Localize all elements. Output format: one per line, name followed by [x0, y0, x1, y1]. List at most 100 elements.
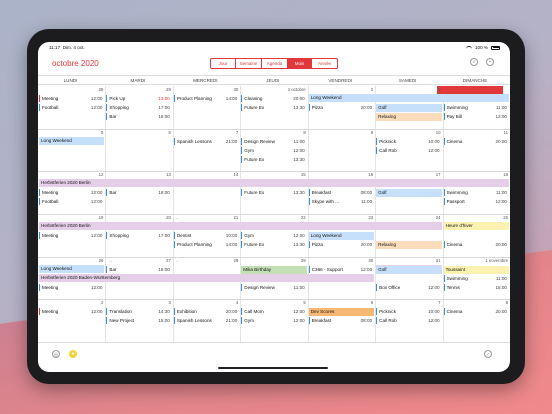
day-number[interactable]: 3 — [438, 87, 441, 92]
day-number[interactable]: 9 — [370, 129, 374, 135]
event-item[interactable]: Pizza 20:00 — [308, 241, 374, 248]
day-number[interactable]: 4 — [235, 300, 239, 306]
event-item[interactable]: Relaxing — [376, 241, 442, 249]
event-item[interactable]: Toussaint — [443, 265, 509, 274]
event-item[interactable]: Future Ex 13:30 — [241, 155, 306, 163]
event-item[interactable]: Relaxing — [376, 113, 442, 121]
day-number[interactable]: 20 — [166, 215, 171, 220]
day-number[interactable]: 28 — [233, 257, 239, 263]
event-item[interactable]: Product Planning 14:00 — [173, 95, 239, 102]
day-number[interactable]: 2 — [101, 300, 104, 306]
event-item[interactable]: Call Rob 12:00 — [376, 317, 441, 325]
event-item[interactable]: Pick Up 13:00 — [106, 95, 171, 102]
add-icon[interactable]: + — [486, 58, 494, 66]
view-tab-2[interactable]: Agenda — [261, 59, 287, 68]
event-item[interactable]: Shopping 17:00 — [106, 104, 171, 111]
event-item[interactable]: Meeting 12:00 — [39, 232, 104, 239]
all-day-bar[interactable]: Herbstferien 2020 Berlin — [39, 179, 509, 188]
event-item[interactable]: Call Rob 12:00 — [376, 146, 441, 154]
event-item[interactable]: Pizza 20:00 — [308, 104, 374, 111]
day-number[interactable]: 16 — [368, 172, 374, 178]
day-number[interactable]: 1 octobre — [287, 87, 306, 92]
event-item[interactable]: Meeting 12:00 — [39, 189, 104, 197]
day-number[interactable]: 11 — [503, 129, 508, 135]
view-tab-0[interactable]: Jour — [218, 61, 228, 66]
event-item[interactable]: Cleaning 20:00 — [241, 95, 306, 102]
event-item[interactable]: Translation 14:30 — [106, 308, 171, 316]
day-number[interactable]: 15 — [300, 172, 306, 178]
day-number[interactable]: 30 — [368, 257, 374, 263]
event-item[interactable]: Cinema 20:00 — [443, 308, 509, 316]
event-item[interactable]: Dev Scores — [308, 308, 375, 317]
event-item[interactable]: Spanish Lessons 21:00 — [173, 137, 239, 145]
event-item[interactable]: Skype with ... 11:00 — [308, 198, 374, 206]
event-item[interactable]: Future Ex 13:30 — [241, 104, 306, 111]
more-indicator[interactable]: ... — [108, 257, 113, 263]
event-item[interactable]: Future Ex 13:30 — [241, 241, 306, 248]
day-number[interactable]: 25 — [503, 215, 508, 220]
event-item[interactable]: Gym 12:00 — [241, 232, 306, 239]
event-item[interactable]: Product Planning 14:00 — [173, 241, 239, 248]
event-item[interactable]: C366 - Support 12:00 — [308, 265, 374, 273]
day-number[interactable]: 30 — [233, 87, 239, 92]
calendars-icon[interactable]: ◎ — [52, 350, 60, 358]
day-number[interactable]: 5 — [101, 129, 104, 135]
all-day-bar[interactable]: Long Weekend — [39, 264, 105, 273]
event-item[interactable]: Design Review 11:00 — [241, 137, 306, 145]
event-item[interactable]: Football 12:00 — [39, 104, 104, 111]
event-item[interactable]: Football 12:00 — [39, 198, 104, 206]
event-item[interactable]: Swimming 11:00 — [443, 189, 509, 197]
event-item[interactable]: Golf — [376, 265, 442, 274]
event-item[interactable]: Golf — [376, 104, 442, 112]
event-item[interactable]: Bar 18:00 — [106, 265, 171, 273]
event-item[interactable]: Swimming 11:00 — [443, 104, 509, 111]
day-number[interactable]: 7 — [438, 300, 441, 306]
day-number[interactable]: 10 — [435, 129, 441, 135]
all-day-bar[interactable]: Long Weekend — [308, 94, 509, 102]
day-number[interactable]: 17 — [435, 172, 441, 178]
event-item[interactable]: Picknick 10:00 — [376, 137, 441, 145]
day-number[interactable]: 28 — [98, 87, 104, 92]
day-number[interactable]: 18 — [503, 172, 508, 178]
tasks-check-icon[interactable]: ✓ — [484, 350, 492, 358]
event-item[interactable]: Tennis 15:00 — [443, 283, 509, 291]
view-tab-4[interactable]: Année — [311, 59, 337, 68]
view-tab-3[interactable]: Mois — [287, 59, 311, 68]
day-number[interactable]: 22 — [300, 215, 306, 220]
event-item[interactable]: Gym 12:00 — [241, 146, 306, 154]
event-item[interactable]: Passport 12:00 — [443, 198, 509, 206]
event-item[interactable]: Shopping 17:00 — [106, 232, 171, 239]
all-day-bar[interactable]: Herbstferien 2020 Baden-Württemberg — [39, 273, 375, 282]
more-indicator[interactable]: ... — [175, 215, 180, 220]
day-number[interactable]: 8 — [303, 129, 306, 135]
event-item[interactable]: Meeting 12:00 — [39, 308, 104, 316]
event-item[interactable]: Exhibition 20:00 — [173, 308, 239, 316]
day-number[interactable]: 2 — [370, 87, 374, 92]
event-item[interactable]: Mika Birthday — [241, 265, 307, 274]
day-number[interactable]: 19 — [98, 215, 104, 220]
event-item[interactable]: Cinema 20:00 — [443, 241, 509, 248]
day-number[interactable]: 31 — [435, 257, 441, 263]
event-item[interactable]: Gym 12:00 — [241, 317, 306, 325]
event-item[interactable]: Meeting 12:00 — [39, 95, 104, 102]
search-icon[interactable]: ⌕ — [470, 58, 478, 66]
event-item[interactable]: Cinema 20:00 — [443, 137, 509, 145]
more-indicator[interactable]: ... — [175, 257, 180, 263]
day-number[interactable]: 6 — [370, 300, 374, 306]
day-number[interactable]: 23 — [368, 215, 374, 220]
event-item[interactable]: Golf — [376, 189, 442, 198]
day-number[interactable]: 12 — [98, 172, 104, 178]
day-number[interactable]: 14 — [233, 172, 239, 178]
today-icon[interactable]: ● — [69, 350, 77, 358]
day-number[interactable]: 29 — [166, 87, 171, 92]
all-day-bar[interactable]: Long Weekend — [39, 136, 105, 145]
all-day-bar[interactable]: Herbstferien 2020 Berlin — [39, 222, 442, 230]
month-title[interactable]: octobre 2020 — [52, 59, 99, 68]
event-item[interactable]: Call Mom 12:00 — [241, 308, 306, 316]
day-number[interactable]: 1 novembre — [485, 257, 508, 263]
event-item[interactable]: Picknick 10:00 — [376, 308, 441, 316]
day-number[interactable]: 8 — [505, 300, 508, 306]
all-day-bar[interactable]: Heure d'hiver — [443, 222, 509, 230]
day-number[interactable]: 4 — [505, 87, 508, 92]
event-item[interactable]: Spanish Lessons 21:00 — [173, 317, 239, 325]
